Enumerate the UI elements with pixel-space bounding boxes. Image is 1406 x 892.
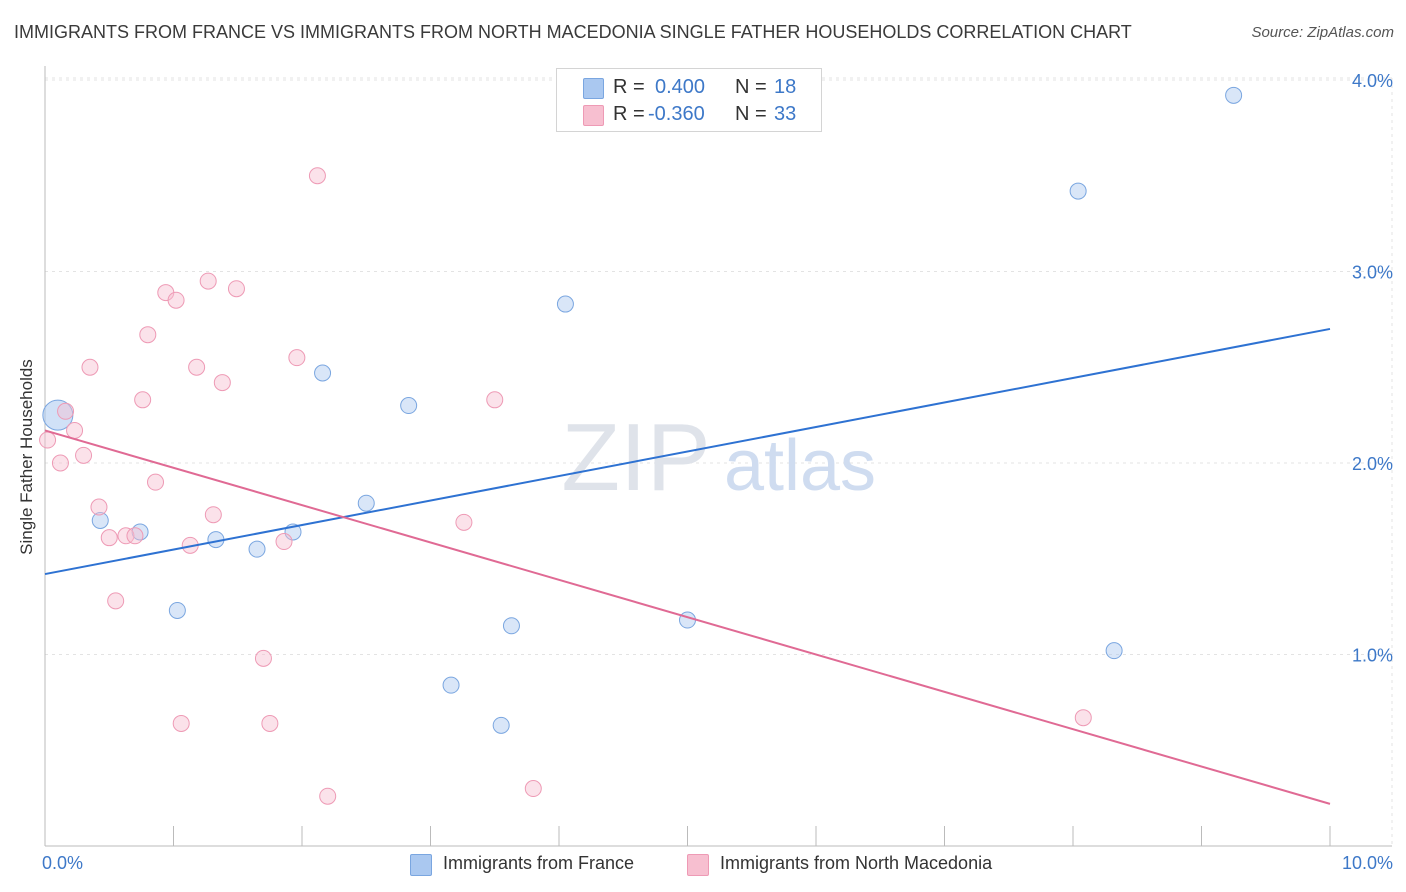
watermark-atlas: atlas: [724, 426, 876, 506]
legend-r-value: 0.400: [655, 76, 706, 98]
series-north-macedonia: [39, 167, 1092, 805]
data-point[interactable]: [314, 364, 332, 382]
series-france: [42, 86, 1243, 734]
y-tick-label: 3.0%: [1352, 263, 1393, 283]
watermark-zip: ZIP: [561, 404, 710, 511]
data-point[interactable]: [75, 446, 93, 464]
data-point[interactable]: [39, 431, 57, 449]
data-point[interactable]: [66, 421, 84, 439]
data-point[interactable]: [147, 473, 165, 491]
x-tick-label: 10.0%: [1342, 853, 1393, 873]
data-point[interactable]: [107, 592, 125, 610]
data-point[interactable]: [117, 527, 135, 545]
legend-swatch-north-macedonia: [583, 105, 604, 126]
data-point[interactable]: [199, 272, 217, 290]
watermark: ZIP atlas: [561, 404, 876, 511]
data-point[interactable]: [91, 511, 109, 529]
chart-title: IMMIGRANTS FROM FRANCE VS IMMIGRANTS FRO…: [14, 22, 1132, 42]
data-point[interactable]: [167, 291, 185, 309]
data-point[interactable]: [1074, 709, 1092, 727]
data-point[interactable]: [168, 601, 186, 619]
data-point[interactable]: [486, 391, 504, 409]
legend-n-value: 33: [774, 103, 797, 125]
data-point[interactable]: [261, 714, 279, 732]
legend-row-france: R = 0.400 N = 18: [557, 74, 821, 102]
legend-label-france: Immigrants from France: [443, 853, 635, 873]
legend-swatch-france: [410, 854, 432, 876]
data-point[interactable]: [524, 780, 542, 798]
series-layer: [39, 86, 1331, 805]
legend-label-north-macedonia: Immigrants from North Macedonia: [720, 853, 993, 873]
data-point[interactable]: [679, 611, 696, 629]
data-point[interactable]: [275, 533, 293, 551]
legend-n-label: N =: [735, 103, 767, 125]
data-point[interactable]: [288, 349, 306, 367]
data-point[interactable]: [51, 454, 69, 472]
data-point[interactable]: [90, 498, 108, 516]
data-point[interactable]: [213, 374, 231, 392]
tick-labels: 1.0% 2.0% 3.0% 4.0% 0.0% 10.0%: [42, 71, 1393, 873]
data-point[interactable]: [1069, 182, 1087, 200]
data-point[interactable]: [254, 649, 272, 667]
data-point[interactable]: [204, 506, 222, 524]
data-point[interactable]: [455, 513, 473, 531]
data-point[interactable]: [57, 402, 75, 420]
trend-line-north-macedonia: [44, 429, 1331, 805]
legend-r-label: R =: [613, 103, 645, 125]
legend-swatch-north-macedonia: [687, 854, 709, 876]
y-tick-label: 1.0%: [1352, 646, 1393, 666]
data-point[interactable]: [442, 676, 460, 694]
source-label: Source: ZipAtlas.com: [1251, 24, 1394, 41]
data-point[interactable]: [400, 397, 418, 415]
x-tick-label: 0.0%: [42, 853, 83, 873]
data-point[interactable]: [502, 617, 520, 635]
data-point[interactable]: [1225, 86, 1243, 104]
legend-row-north-macedonia: R = -0.360 N = 33: [557, 101, 821, 129]
data-point[interactable]: [492, 716, 510, 734]
data-point[interactable]: [248, 540, 266, 558]
legend-swatch-france: [583, 78, 604, 99]
legend-r-value: -0.360: [648, 103, 705, 125]
trend-line-france: [44, 327, 1331, 576]
data-point[interactable]: [308, 167, 326, 185]
axes: [44, 66, 1392, 847]
data-point[interactable]: [357, 494, 375, 512]
legend-r-label: R =: [613, 76, 645, 98]
series-legend: Immigrants from France Immigrants from N…: [0, 852, 1406, 878]
data-point[interactable]: [139, 326, 157, 344]
data-point[interactable]: [556, 295, 574, 313]
data-point[interactable]: [319, 787, 337, 805]
data-point[interactable]: [81, 358, 99, 376]
data-point[interactable]: [100, 529, 118, 547]
data-point[interactable]: [1105, 642, 1123, 660]
data-point[interactable]: [134, 391, 152, 409]
data-point[interactable]: [188, 358, 206, 376]
legend-n-value: 18: [774, 76, 797, 98]
grid-lines: [45, 77, 1393, 846]
y-tick-label: 2.0%: [1352, 454, 1393, 474]
data-point[interactable]: [172, 714, 190, 732]
legend-n-label: N =: [735, 76, 767, 98]
data-point[interactable]: [126, 527, 144, 545]
stats-legend: R = 0.400 N = 18 R = -0.360 N = 33: [556, 68, 822, 132]
y-tick-label: 4.0%: [1352, 71, 1393, 91]
data-point[interactable]: [227, 280, 245, 298]
